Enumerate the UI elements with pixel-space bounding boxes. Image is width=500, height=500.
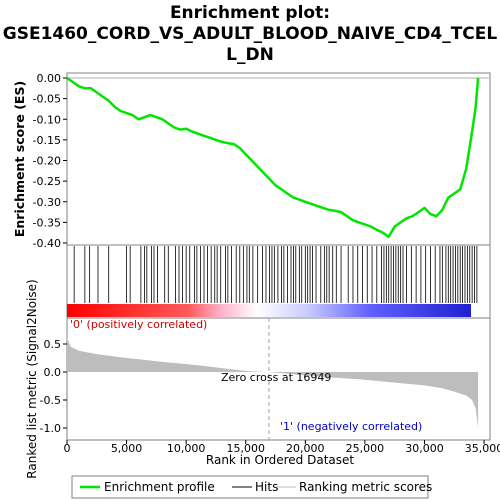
es-y-tick-label: -0.30 [33, 196, 61, 209]
ranked-y-tick-label: -1.0 [40, 422, 61, 435]
positive-correlation-label: '0' (positively correlated) [70, 318, 207, 331]
x-tick-label: 0 [64, 442, 71, 455]
chart-title-line-1: Enrichment plot: [170, 3, 330, 23]
ranked-y-axis-label: Ranked list metric (Signal2Noise) [25, 279, 39, 478]
x-tick-label: 15,000 [226, 442, 265, 455]
ranked-y-tick-label: 0.0 [44, 366, 62, 379]
x-tick-label: 35,000 [465, 442, 500, 455]
x-tick-label: 30,000 [405, 442, 444, 455]
es-y-axis-label: Enrichment score (ES) [12, 81, 27, 237]
zero-cross-label: Zero cross at 16949 [221, 371, 331, 384]
es-y-tick-label: -0.05 [33, 93, 61, 106]
ranked-y-axis-ticks: 0.5 0.0 -0.5 -1.0 [40, 338, 67, 435]
es-y-tick-label: 0.00 [37, 72, 62, 85]
es-y-tick-label: -0.15 [33, 134, 61, 147]
es-y-tick-label: -0.10 [33, 113, 61, 126]
x-tick-label: 10,000 [167, 442, 206, 455]
legend-label-hits: Hits [255, 480, 278, 494]
enrichment-profile-line [66, 76, 480, 239]
ranked-y-tick-label: 0.5 [44, 338, 62, 351]
rank-color-bar [67, 304, 471, 317]
es-y-tick-label: -0.25 [33, 175, 61, 188]
x-axis-ticks: 0 5,000 10,000 15,000 20,000 25,000 30,000 35,0… [64, 440, 500, 455]
x-axis-label: Rank in Ordered Dataset [206, 453, 354, 467]
es-y-tick-label: -0.20 [33, 155, 61, 168]
chart-title-line-3: L_DN [226, 45, 274, 65]
hit-lines [73, 246, 478, 303]
es-panel-frame [66, 72, 491, 246]
ranked-y-tick-label: -0.5 [40, 394, 61, 407]
x-tick-label: 20,000 [286, 442, 325, 455]
negative-correlation-label: '1' (negatively correlated) [280, 420, 422, 433]
es-y-tick-label: -0.35 [33, 216, 61, 229]
es-y-axis-ticks: 0.00 -0.05 -0.10 -0.15 -0.20 -0.25 -0.30 -0.35 -… [33, 72, 67, 250]
chart-title-line-2: GSE1460_CORD_VS_ADULT_BLOOD_NAIVE_CD4_TC… [3, 24, 498, 44]
legend-label-enrichment: Enrichment profile [104, 480, 215, 494]
es-y-tick-label: -0.40 [33, 237, 61, 250]
x-tick-label: 25,000 [346, 442, 385, 455]
x-tick-label: 5,000 [111, 442, 143, 455]
legend-label-ranking: Ranking metric scores [299, 480, 432, 494]
ranking-metric-area [67, 337, 479, 428]
